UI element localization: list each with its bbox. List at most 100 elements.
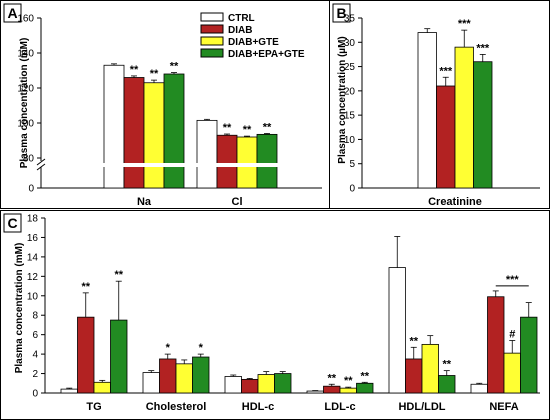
panel-b-significance-marker: *** bbox=[476, 42, 490, 54]
legend: CTRL DIAB DIAB+GTE DIAB+EPA+GTE bbox=[200, 12, 305, 60]
legend-label-diab: DIAB bbox=[228, 25, 252, 36]
panel-b-ylabel: Plasma concentration (µM) bbox=[337, 36, 348, 163]
panel-c-bar bbox=[438, 375, 456, 394]
panel-c-bar bbox=[356, 382, 374, 394]
panel-c-bar bbox=[421, 343, 439, 394]
legend-swatch-diab-epa-gte bbox=[200, 48, 224, 58]
panel-c-bar bbox=[470, 383, 488, 394]
legend-swatch-diab bbox=[200, 24, 224, 34]
panel-a-y-tick-label: 0 bbox=[28, 184, 34, 195]
panel-a-label-box bbox=[3, 3, 22, 23]
panel-c-bar bbox=[60, 388, 78, 394]
panel-c-label-box bbox=[3, 213, 22, 233]
legend-label-diab-gte: DIAB+GTE bbox=[228, 37, 279, 48]
panel-a-bar-break-gap bbox=[103, 163, 185, 167]
panel-c-category-label: Cholesterol bbox=[146, 401, 207, 413]
panel-c-bar bbox=[388, 267, 406, 394]
panel-a-y-tick-label: 80 bbox=[23, 154, 35, 165]
panel-a-significance-marker: ** bbox=[243, 124, 252, 136]
panel-b-y-tick-label: 35 bbox=[344, 14, 356, 25]
panel-a-bar bbox=[103, 64, 125, 189]
panel-c-bar bbox=[224, 376, 242, 394]
panel-a-axis-break-mark bbox=[36, 158, 46, 166]
panel-c-significance-marker: ** bbox=[114, 269, 123, 281]
panel-c-y-tick-label: 14 bbox=[27, 252, 39, 263]
panel-c-bar bbox=[110, 319, 128, 394]
panel-b-y-tick-label: 0 bbox=[349, 184, 355, 195]
panel-c-bar bbox=[487, 296, 505, 394]
panel-c-y-tick-label: 18 bbox=[27, 214, 39, 225]
panel-c-y-tick-label: 16 bbox=[27, 233, 39, 244]
panel-b-category-label: Creatinine bbox=[428, 196, 482, 208]
panel-a-significance-marker: ** bbox=[130, 64, 139, 76]
panel-c-category-label: NEFA bbox=[489, 401, 518, 413]
panel-a-bar bbox=[236, 136, 258, 189]
panel-c-significance-marker: ** bbox=[344, 375, 353, 387]
panel-b-y-tick-label: 20 bbox=[344, 86, 356, 97]
panel-c-y-tick-label: 0 bbox=[32, 389, 38, 400]
panel-a-category-label: Cl bbox=[232, 196, 243, 208]
panel-a-axis-break-mark bbox=[36, 163, 46, 171]
panel-a-bar-break-gap bbox=[196, 163, 278, 167]
panel-a-y-tick-label: 160 bbox=[17, 14, 34, 25]
panel-a-bar bbox=[216, 134, 238, 189]
panel-c-y-tick-label: 12 bbox=[27, 272, 39, 283]
panel-c-y-tick-label: 6 bbox=[32, 330, 38, 341]
panel-b-label: B bbox=[336, 5, 346, 21]
panel-b-y-tick-label: 10 bbox=[344, 135, 356, 146]
panel-a-bar bbox=[123, 77, 145, 189]
panel-c-bracket-marker: *** bbox=[506, 274, 520, 286]
panel-c-ylabel: Plasma concentration (mM) bbox=[14, 243, 25, 374]
panel-c-bar bbox=[520, 316, 538, 394]
panel-c-significance-marker: ** bbox=[81, 281, 90, 293]
panel-c-y-tick-label: 4 bbox=[32, 350, 38, 361]
panel-a-significance-marker: ** bbox=[263, 122, 272, 134]
panel-c-y-tick-label: 8 bbox=[32, 311, 38, 322]
panel-c-bar bbox=[192, 356, 210, 394]
panel-a-ylabel: Plasma concentration (mM) bbox=[19, 38, 30, 169]
panel-a-significance-marker: ** bbox=[150, 68, 159, 80]
panel-b-label-box bbox=[332, 3, 351, 23]
panel-c-significance-marker: * bbox=[166, 342, 171, 354]
panel-c-bar bbox=[323, 385, 341, 394]
panel-c-category-label: HDL/LDL bbox=[398, 401, 445, 413]
panel-c-bar bbox=[257, 374, 275, 394]
panel-a-significance-marker: ** bbox=[170, 61, 179, 73]
panel-a-bar bbox=[196, 119, 218, 189]
panel-c-category-label: LDL-c bbox=[324, 401, 355, 413]
panel-c-significance-marker: ** bbox=[360, 370, 369, 382]
panel-c-label: C bbox=[7, 215, 17, 231]
panel-c-bar bbox=[339, 387, 357, 394]
panel-b-bar bbox=[473, 61, 493, 189]
legend-swatch-ctrl bbox=[200, 12, 224, 22]
panel-a-category-label: Na bbox=[137, 196, 152, 208]
panel-c-y-tick-label: 2 bbox=[32, 369, 38, 380]
panel-c-bar bbox=[306, 390, 324, 394]
panel-c-significance-marker: # bbox=[509, 329, 515, 341]
panel-c-bar bbox=[241, 378, 259, 394]
panel-a-label: A bbox=[7, 5, 17, 21]
panel-a-y-tick-label: 140 bbox=[17, 49, 34, 60]
panel-c-bar bbox=[405, 358, 423, 394]
panel-a-bar bbox=[256, 133, 278, 189]
legend-swatch-diab-gte bbox=[200, 36, 224, 46]
panel-c-significance-marker: ** bbox=[409, 335, 418, 347]
panel-c-bar bbox=[503, 352, 521, 394]
panel-c-significance-marker: ** bbox=[327, 372, 336, 384]
panel-c-bar bbox=[274, 373, 292, 394]
panel-b-significance-marker: *** bbox=[458, 18, 472, 30]
panel-c-significance-marker: * bbox=[199, 342, 204, 354]
panel-a-bar bbox=[163, 73, 185, 189]
panel-c-bar bbox=[77, 316, 95, 394]
panel-c-significance-marker: ** bbox=[442, 359, 451, 371]
panel-b-y-tick-label: 30 bbox=[344, 38, 356, 49]
panel-b-bar bbox=[417, 32, 437, 189]
panel-a-y-tick-label: 120 bbox=[17, 84, 34, 95]
panel-a-bar bbox=[143, 82, 165, 189]
panel-b-bar bbox=[454, 46, 474, 189]
panel-b-y-tick-label: 25 bbox=[344, 62, 356, 73]
panel-c-bar bbox=[159, 358, 177, 394]
